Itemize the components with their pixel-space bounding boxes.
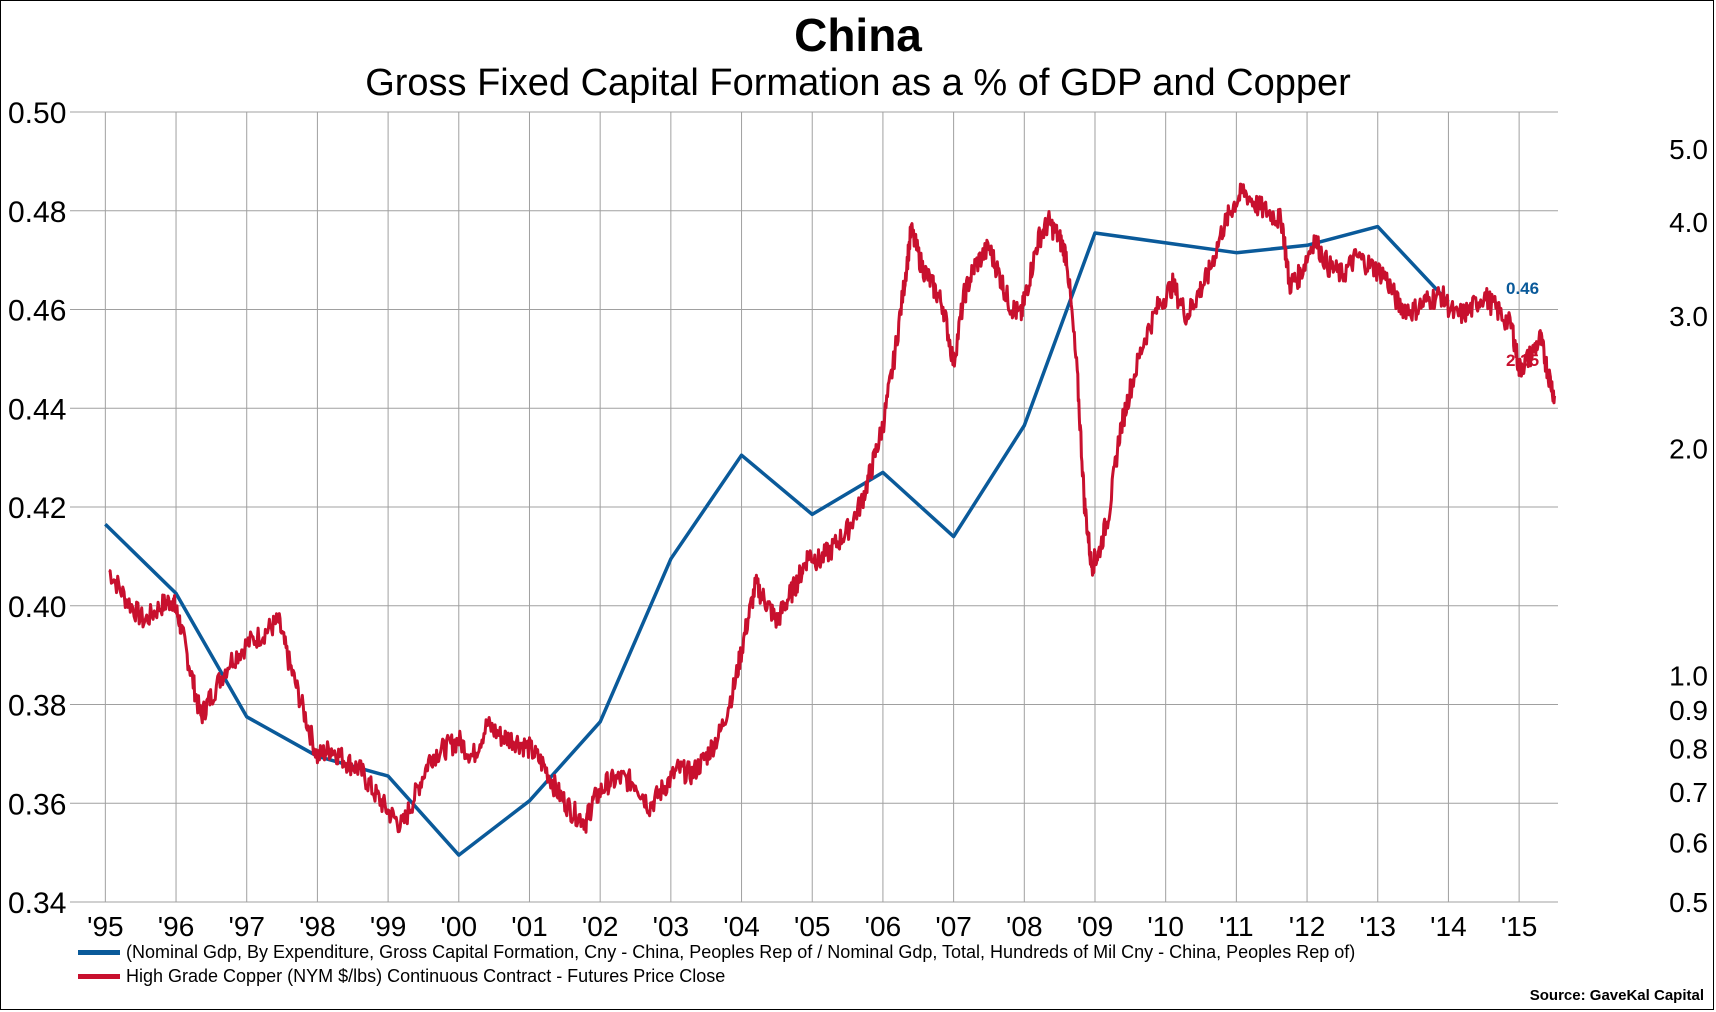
x-tick-label: '02: [582, 911, 619, 942]
left-tick-label: 0.50: [8, 97, 66, 130]
right-tick-label: 5.0: [1669, 134, 1708, 165]
x-tick-label: '10: [1147, 911, 1184, 942]
series-lines: [104, 182, 1556, 857]
x-tick-label: '11: [1219, 911, 1253, 942]
right-tick-label: 0.7: [1669, 777, 1708, 808]
right-tick-label: 0.5: [1669, 887, 1708, 918]
gfcf-series-line: [104, 224, 1450, 857]
right-tick-label: 0.6: [1669, 827, 1708, 858]
x-tick-label: '13: [1359, 911, 1396, 942]
x-tick-label: '96: [158, 911, 195, 942]
x-tick-label: '01: [511, 911, 548, 942]
x-tick-label: '04: [723, 911, 760, 942]
right-tick-label: 0.9: [1669, 695, 1708, 726]
gridlines: [70, 111, 1558, 903]
right-tick-label: 0.8: [1669, 733, 1708, 764]
left-tick-label: 0.48: [8, 196, 66, 229]
x-tick-label: '05: [794, 911, 831, 942]
left-tick-label: 0.42: [8, 492, 66, 525]
legend-label-gfcf: (Nominal Gdp, By Expenditure, Gross Capi…: [126, 941, 1356, 962]
axis-labels: 0.34 0.36 0.38 0.40 0.42 0.44 0.46 0.48 0.50 '95 '…: [8, 97, 1708, 942]
right-tick-label: 4.0: [1669, 207, 1708, 238]
legend-swatch-gfcf: [78, 949, 120, 955]
source-note: Source: GaveKal Capital: [1529, 987, 1704, 1004]
copper-end-label: 2.35: [1506, 351, 1539, 370]
legend-swatch-copper: [78, 973, 120, 979]
end-labels: 0.46 2.35: [1506, 279, 1539, 370]
x-tick-label: '98: [299, 911, 336, 942]
x-tick-label: '06: [865, 911, 902, 942]
legend: (Nominal Gdp, By Expenditure, Gross Capi…: [78, 940, 1355, 988]
x-tick-label: '00: [441, 911, 478, 942]
copper-series-line: [108, 182, 1556, 834]
left-tick-label: 0.46: [8, 295, 66, 328]
x-tick-label: '99: [370, 911, 407, 942]
x-tick-label: '97: [228, 911, 265, 942]
x-tick-label: '07: [935, 911, 972, 942]
x-tick-label: '08: [1006, 911, 1043, 942]
left-tick-label: 0.38: [8, 690, 66, 723]
right-tick-label: 1.0: [1669, 660, 1708, 691]
legend-item-gfcf: (Nominal Gdp, By Expenditure, Gross Capi…: [78, 940, 1355, 964]
x-tick-label: '95: [87, 911, 124, 942]
left-tick-label: 0.44: [8, 393, 66, 426]
x-tick-label: '09: [1077, 911, 1114, 942]
left-tick-label: 0.36: [8, 788, 66, 821]
x-tick-label: '12: [1289, 911, 1326, 942]
legend-item-copper: High Grade Copper (NYM $/lbs) Continuous…: [78, 964, 1355, 988]
chart-title: China: [794, 9, 922, 61]
left-tick-label: 0.34: [8, 887, 66, 920]
gfcf-end-label: 0.46: [1506, 279, 1539, 298]
x-tick-label: '15: [1501, 911, 1538, 942]
x-tick-label: '03: [653, 911, 690, 942]
legend-label-copper: High Grade Copper (NYM $/lbs) Continuous…: [126, 965, 726, 986]
x-tick-label: '14: [1430, 911, 1467, 942]
right-tick-label: 3.0: [1669, 301, 1708, 332]
left-tick-label: 0.40: [8, 591, 66, 624]
right-tick-label: 2.0: [1669, 434, 1708, 465]
chart-subtitle: Gross Fixed Capital Formation as a % of …: [365, 62, 1351, 104]
